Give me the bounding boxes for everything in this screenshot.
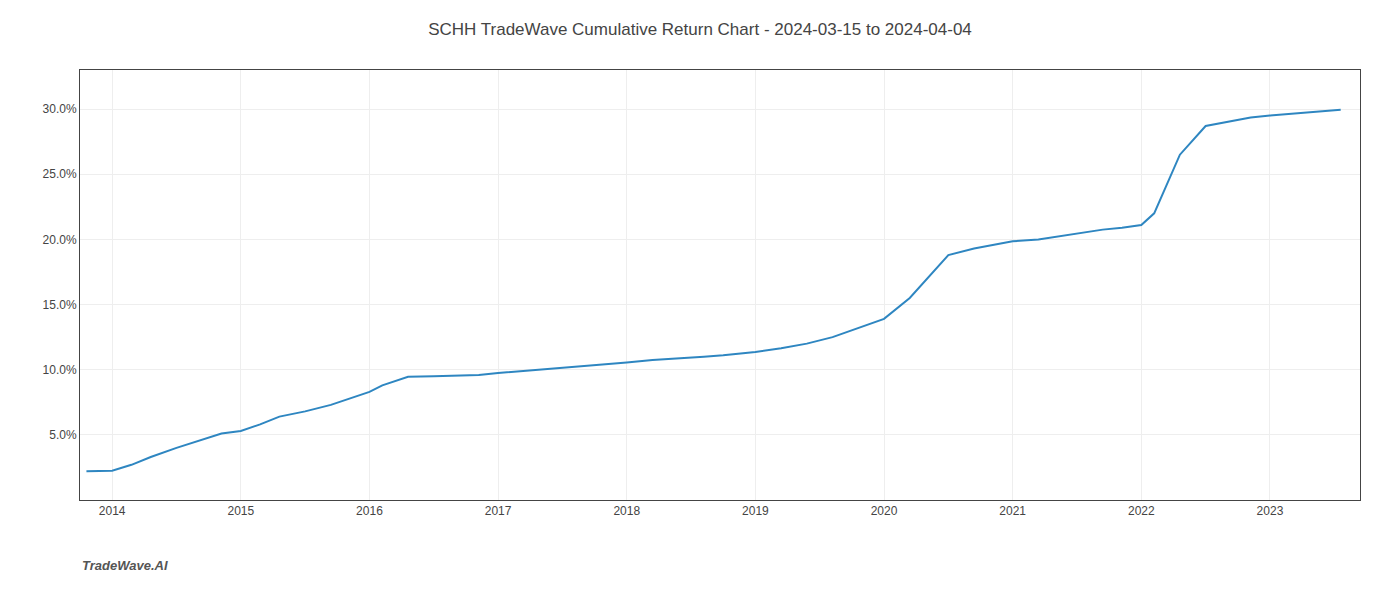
svg-text:10.0%: 10.0%	[43, 363, 77, 377]
svg-text:2015: 2015	[227, 504, 254, 518]
svg-text:2019: 2019	[742, 504, 769, 518]
svg-text:2021: 2021	[999, 504, 1026, 518]
svg-text:30.0%: 30.0%	[43, 102, 77, 116]
svg-text:2023: 2023	[1257, 504, 1284, 518]
svg-text:2014: 2014	[99, 504, 126, 518]
svg-text:25.0%: 25.0%	[43, 167, 77, 181]
svg-text:TradeWave.AI: TradeWave.AI	[82, 558, 168, 573]
svg-text:2016: 2016	[356, 504, 383, 518]
svg-text:2017: 2017	[485, 504, 512, 518]
svg-text:2022: 2022	[1128, 504, 1155, 518]
svg-text:5.0%: 5.0%	[49, 428, 77, 442]
svg-text:2020: 2020	[871, 504, 898, 518]
svg-text:15.0%: 15.0%	[43, 298, 77, 312]
svg-text:SCHH TradeWave Cumulative Retu: SCHH TradeWave Cumulative Return Chart -…	[428, 20, 972, 39]
svg-text:2018: 2018	[613, 504, 640, 518]
svg-text:20.0%: 20.0%	[43, 233, 77, 247]
